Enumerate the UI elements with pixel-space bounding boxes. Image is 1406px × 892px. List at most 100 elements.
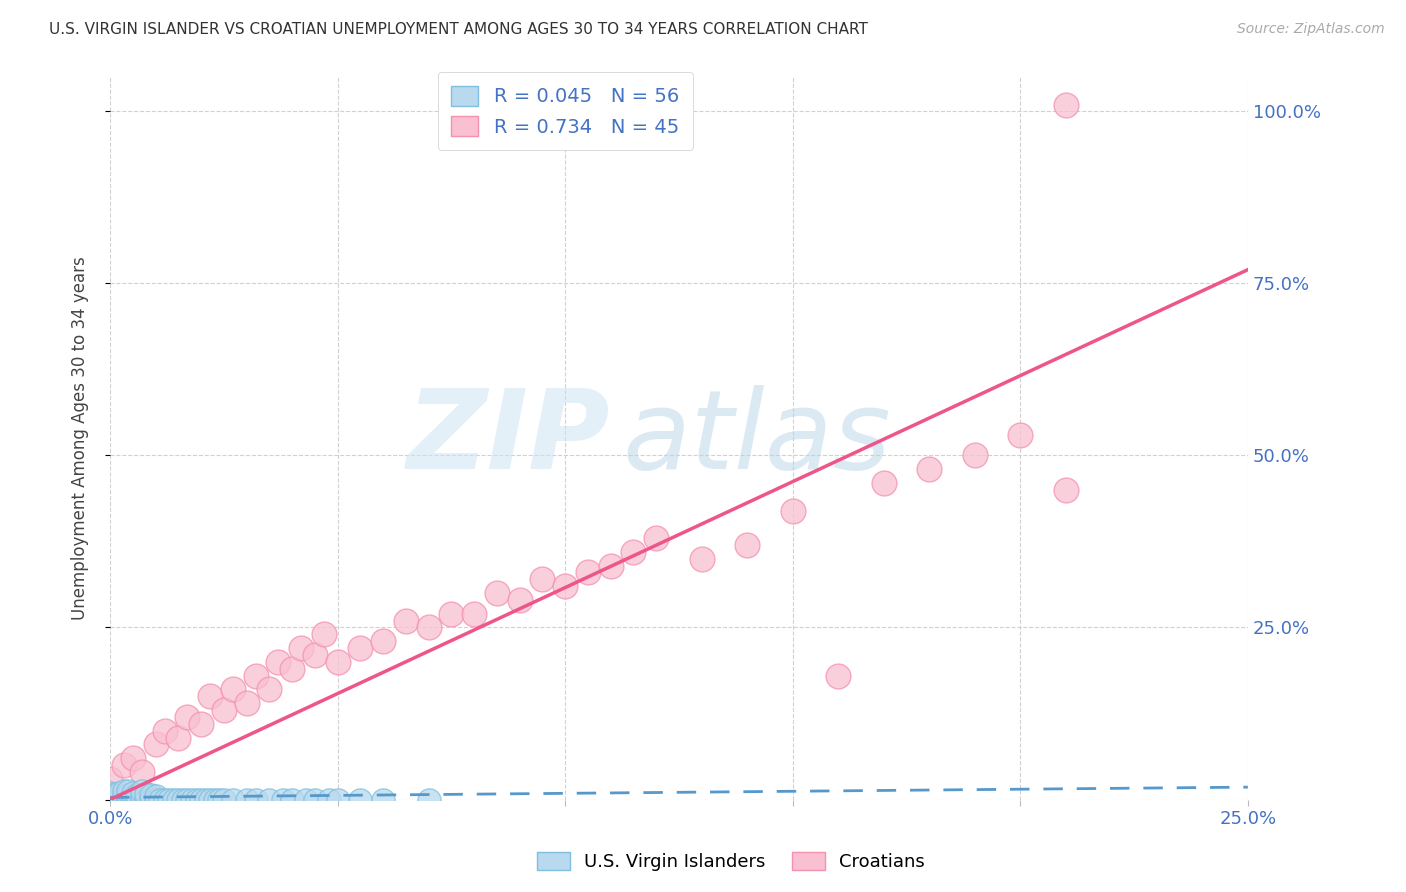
Point: [963, 449, 986, 463]
Legend: R = 0.045   N = 56, R = 0.734   N = 45: R = 0.045 N = 56, R = 0.734 N = 45: [437, 72, 693, 150]
Point: [212, 703, 235, 717]
Point: [349, 792, 371, 806]
Point: [827, 668, 849, 682]
Point: [145, 792, 167, 806]
Point: [418, 620, 440, 634]
Point: [104, 792, 127, 806]
Point: [326, 655, 349, 669]
Point: [271, 792, 294, 806]
Point: [112, 758, 135, 772]
Point: [281, 662, 304, 676]
Point: [167, 731, 190, 745]
Text: Source: ZipAtlas.com: Source: ZipAtlas.com: [1237, 22, 1385, 37]
Point: [135, 787, 157, 801]
Point: [259, 792, 281, 806]
Point: [222, 792, 245, 806]
Point: [131, 764, 153, 779]
Point: [623, 545, 645, 559]
Legend: U.S. Virgin Islanders, Croatians: U.S. Virgin Islanders, Croatians: [530, 845, 932, 879]
Point: [235, 696, 257, 710]
Point: [349, 641, 371, 656]
Point: [186, 792, 208, 806]
Point: [440, 607, 463, 621]
Point: [304, 792, 326, 806]
Point: [145, 738, 167, 752]
Point: [281, 792, 304, 806]
Point: [245, 668, 267, 682]
Point: [418, 792, 440, 806]
Point: [108, 789, 131, 803]
Point: [149, 792, 172, 806]
Point: [245, 792, 267, 806]
Point: [176, 792, 198, 806]
Point: [782, 503, 804, 517]
Point: [104, 787, 127, 801]
Point: [167, 792, 190, 806]
Point: [1010, 427, 1032, 442]
Point: [190, 792, 212, 806]
Point: [198, 690, 221, 704]
Point: [198, 792, 221, 806]
Point: [139, 789, 162, 803]
Y-axis label: Unemployment Among Ages 30 to 34 years: Unemployment Among Ages 30 to 34 years: [72, 256, 89, 620]
Point: [235, 792, 257, 806]
Point: [735, 538, 758, 552]
Point: [576, 566, 599, 580]
Point: [190, 716, 212, 731]
Point: [212, 792, 235, 806]
Point: [121, 789, 143, 804]
Point: [259, 682, 281, 697]
Point: [121, 786, 143, 800]
Point: [117, 792, 139, 806]
Point: [98, 792, 121, 806]
Point: [485, 586, 508, 600]
Point: [208, 792, 231, 806]
Point: [204, 792, 226, 806]
Point: [108, 792, 131, 806]
Point: [918, 462, 941, 476]
Point: [108, 786, 131, 800]
Point: [131, 792, 153, 806]
Point: [153, 723, 176, 738]
Point: [312, 627, 335, 641]
Point: [690, 551, 713, 566]
Point: [121, 751, 143, 765]
Point: [222, 682, 245, 697]
Point: [117, 789, 139, 803]
Point: [145, 789, 167, 803]
Point: [294, 792, 316, 806]
Point: [176, 710, 198, 724]
Point: [267, 655, 290, 669]
Point: [139, 792, 162, 806]
Point: [98, 772, 121, 786]
Point: [112, 789, 135, 803]
Point: [153, 792, 176, 806]
Point: [163, 792, 186, 806]
Point: [98, 789, 121, 803]
Point: [463, 607, 485, 621]
Point: [290, 641, 312, 656]
Point: [131, 789, 153, 803]
Point: [157, 792, 180, 806]
Point: [127, 792, 149, 806]
Text: atlas: atlas: [621, 384, 890, 491]
Point: [121, 792, 143, 806]
Point: [112, 784, 135, 798]
Point: [326, 792, 349, 806]
Point: [873, 475, 896, 490]
Point: [373, 792, 395, 806]
Point: [181, 792, 204, 806]
Point: [373, 634, 395, 648]
Point: [127, 788, 149, 802]
Point: [135, 792, 157, 806]
Point: [599, 558, 621, 573]
Text: U.S. VIRGIN ISLANDER VS CROATIAN UNEMPLOYMENT AMONG AGES 30 TO 34 YEARS CORRELAT: U.S. VIRGIN ISLANDER VS CROATIAN UNEMPLO…: [49, 22, 868, 37]
Point: [112, 792, 135, 806]
Text: ZIP: ZIP: [408, 384, 610, 491]
Point: [98, 786, 121, 800]
Point: [194, 792, 217, 806]
Point: [395, 614, 418, 628]
Point: [131, 784, 153, 798]
Point: [645, 531, 668, 545]
Point: [318, 792, 340, 806]
